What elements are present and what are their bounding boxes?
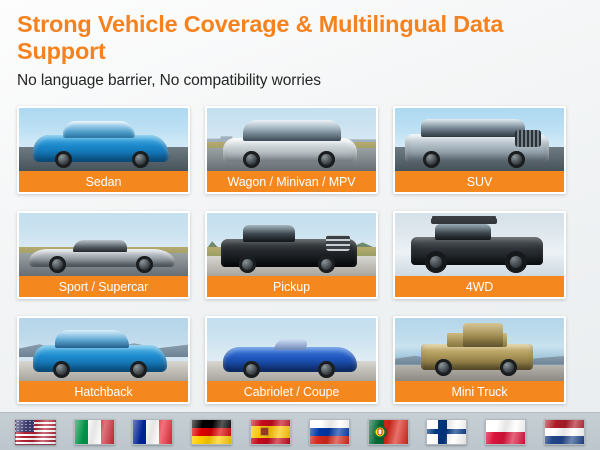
banner-header: Strong Vehicle Coverage & Multilingual D…: [0, 0, 600, 90]
page-subtitle: No language barrier, No compatibility wo…: [17, 71, 321, 89]
flag-ru-icon: [308, 418, 350, 445]
flag-pl-icon: [485, 418, 527, 445]
page-title: Strong Vehicle Coverage & Multilingual D…: [17, 11, 504, 65]
vehicle-card-mini-truck[interactable]: Mini Truck: [393, 316, 566, 404]
vehicle-card-label: Wagon / Minivan / MPV: [207, 171, 376, 192]
vehicle-card-label: Pickup: [207, 276, 376, 297]
vehicle-card-sedan[interactable]: Sedan: [17, 106, 190, 194]
vehicle-card-cabriolet-coupe[interactable]: Cabriolet / Coupe: [205, 316, 378, 404]
vehicle-card-label: Sport / Supercar: [19, 276, 188, 297]
vehicle-card-label: Mini Truck: [395, 381, 564, 402]
pickup-photo: [207, 213, 376, 276]
fourwd-photo: [395, 213, 564, 276]
supported-languages-flag-strip: [0, 412, 600, 450]
vehicle-card-label: 4WD: [395, 276, 564, 297]
mini-truck-photo: [395, 318, 564, 381]
vehicle-card-4wd[interactable]: 4WD: [393, 211, 566, 299]
flag-it-icon: [73, 418, 115, 445]
vehicle-card-hatchback[interactable]: Hatchback: [17, 316, 190, 404]
sedan-photo: [19, 108, 188, 171]
flag-de-icon: [191, 418, 233, 445]
vehicle-card-label: Sedan: [19, 171, 188, 192]
vehicle-card-label: Hatchback: [19, 381, 188, 402]
flag-pt-icon: [367, 418, 409, 445]
flag-fr-icon: [132, 418, 174, 445]
vehicle-card-sport-supercar[interactable]: Sport / Supercar: [17, 211, 190, 299]
flag-fi-icon: [426, 418, 468, 445]
vehicle-type-grid: Sedan Wagon / Minivan / MPV SUV: [17, 106, 585, 404]
flag-nl-icon: [544, 418, 586, 445]
minivan-photo: [207, 108, 376, 171]
vehicle-card-pickup[interactable]: Pickup: [205, 211, 378, 299]
supercar-photo: [19, 213, 188, 276]
flag-us-icon: [14, 418, 56, 445]
cabriolet-photo: [207, 318, 376, 381]
vehicle-card-wagon-minivan-mpv[interactable]: Wagon / Minivan / MPV: [205, 106, 378, 194]
vehicle-card-label: Cabriolet / Coupe: [207, 381, 376, 402]
vehicle-card-label: SUV: [395, 171, 564, 192]
hatchback-photo: [19, 318, 188, 381]
flag-es-icon: [250, 418, 292, 445]
vehicle-card-suv[interactable]: SUV: [393, 106, 566, 194]
suv-photo: [395, 108, 564, 171]
